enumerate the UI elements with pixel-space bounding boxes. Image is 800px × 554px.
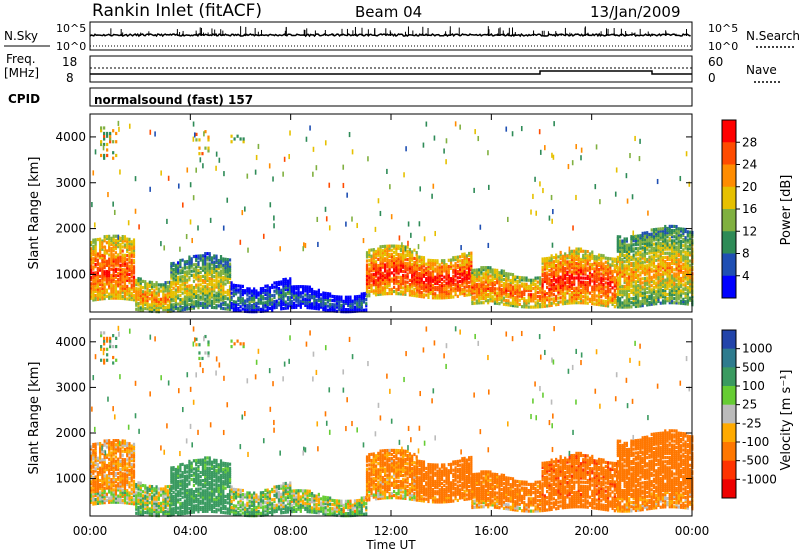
frequency-panel: Freq. [MHz] 18 8 60 0 Nave <box>4 52 780 85</box>
velocity-colorbar-label: Velocity [m s⁻¹] <box>779 370 794 471</box>
search-tick-top: 10^5 <box>708 22 738 35</box>
cpid-label: CPID <box>8 92 40 106</box>
range-tick-label: 1000 <box>55 472 86 486</box>
range-tick-label: 4000 <box>55 130 86 144</box>
freq-unit-label: [MHz] <box>4 66 39 80</box>
nave-tick-top: 60 <box>708 55 723 69</box>
colorbar-swatch <box>722 460 736 480</box>
velocity-ylabel: Slant Range [km] <box>27 362 42 475</box>
time-tick-label: 12:00 <box>374 524 409 538</box>
colorbar-swatch <box>722 367 736 387</box>
time-tick-label: 00:00 <box>73 524 108 538</box>
colorbar-tick-label: -25 <box>742 416 762 430</box>
velocity-y-axis: 4000 3000 2000 1000 <box>55 335 692 486</box>
power-colorbar-label: Power [dB] <box>779 175 794 246</box>
sky-tick-top: 10^5 <box>56 22 86 35</box>
colorbar-swatch <box>722 120 736 143</box>
colorbar-tick-label: 8 <box>742 247 750 261</box>
power-ylabel: Slant Range [km] <box>27 157 42 270</box>
search-tick-bottom: 10^0 <box>708 40 738 53</box>
sky-noise-panel: N.Sky 10^5 10^0 10^5 10^0 N.Search <box>4 21 800 53</box>
power-y-axis: 4000 3000 2000 1000 <box>55 130 692 281</box>
beam-label: Beam 04 <box>355 3 422 21</box>
station-title: Rankin Inlet (fitACF) <box>92 1 262 21</box>
colorbar-swatch <box>722 423 736 443</box>
colorbar-swatch <box>722 479 736 499</box>
sky-label: N.Sky <box>4 29 38 43</box>
colorbar-swatch <box>722 209 736 232</box>
velocity-panel: 4000 3000 2000 1000 Slant Range [km] 1000 50… <box>27 318 794 518</box>
time-tick-label: 04:00 <box>173 524 208 538</box>
freq-tick-bottom: 8 <box>66 71 74 85</box>
time-tick-label: 08:00 <box>273 524 308 538</box>
time-tick-label: 00:00 <box>675 524 710 538</box>
nave-tick-bottom: 0 <box>708 71 716 85</box>
colorbar-swatch <box>722 275 736 299</box>
colorbar-tick-label: 100 <box>742 379 765 393</box>
time-axis: 00:00 04:00 08:00 12:00 16:00 20:00 00:00 <box>73 114 710 538</box>
colorbar-tick-label: 25 <box>742 398 757 412</box>
colorbar-swatch <box>722 164 736 188</box>
colorbar-swatch <box>722 330 736 350</box>
colorbar-tick-label: -1000 <box>742 472 777 486</box>
cpid-program: normalsound (fast) 157 <box>94 93 253 107</box>
time-tick-label: 16:00 <box>474 524 509 538</box>
velocity-colorbar: 1000 500 100 25 -25 -100 -500 -1000 <box>721 329 777 499</box>
range-tick-label: 3000 <box>55 380 86 394</box>
colorbar-tick-label: 28 <box>742 135 757 149</box>
colorbar-tick-label: 1000 <box>742 342 773 356</box>
power-heatmap <box>90 120 694 314</box>
power-panel: 4000 3000 2000 1000 Slant Range [km] 28 24 20… <box>27 113 794 314</box>
range-tick-label: 3000 <box>55 176 86 190</box>
nave-label: Nave <box>746 63 777 77</box>
time-axis-label: Time UT <box>365 538 416 552</box>
freq-tick-top: 18 <box>62 55 77 69</box>
time-tick-label: 20:00 <box>574 524 609 538</box>
frequency-trace <box>90 70 692 75</box>
sky-tick-bottom: 10^0 <box>56 40 86 53</box>
range-tick-label: 2000 <box>55 222 86 236</box>
colorbar-swatch <box>722 186 736 210</box>
cpid-panel: CPID normalsound (fast) 157 <box>8 87 693 107</box>
freq-label: Freq. <box>6 52 36 66</box>
colorbar-swatch <box>722 348 736 368</box>
colorbar-tick-label: 20 <box>742 180 757 194</box>
date-label: 13/Jan/2009 <box>590 3 681 21</box>
colorbar-tick-label: 12 <box>742 224 757 238</box>
velocity-heatmap <box>90 325 694 518</box>
colorbar-swatch <box>722 404 736 424</box>
colorbar-tick-label: 4 <box>742 269 750 283</box>
colorbar-tick-label: 16 <box>742 202 757 216</box>
colorbar-swatch <box>722 386 736 406</box>
colorbar-tick-label: 24 <box>742 158 757 172</box>
colorbar-swatch <box>722 253 736 277</box>
colorbar-swatch <box>722 231 736 254</box>
colorbar-tick-label: -500 <box>742 454 769 468</box>
range-tick-label: 4000 <box>55 335 86 349</box>
colorbar-swatch <box>722 442 736 462</box>
colorbar-tick-label: 500 <box>742 360 765 374</box>
range-tick-label: 2000 <box>55 426 86 440</box>
colorbar-swatch <box>722 142 736 165</box>
colorbar-tick-label: -100 <box>742 435 769 449</box>
range-tick-label: 1000 <box>55 267 86 281</box>
search-label: N.Search <box>746 29 800 43</box>
sky-noise-trace <box>89 26 692 47</box>
power-colorbar: 28 24 20 16 12 8 4 <box>721 119 757 299</box>
